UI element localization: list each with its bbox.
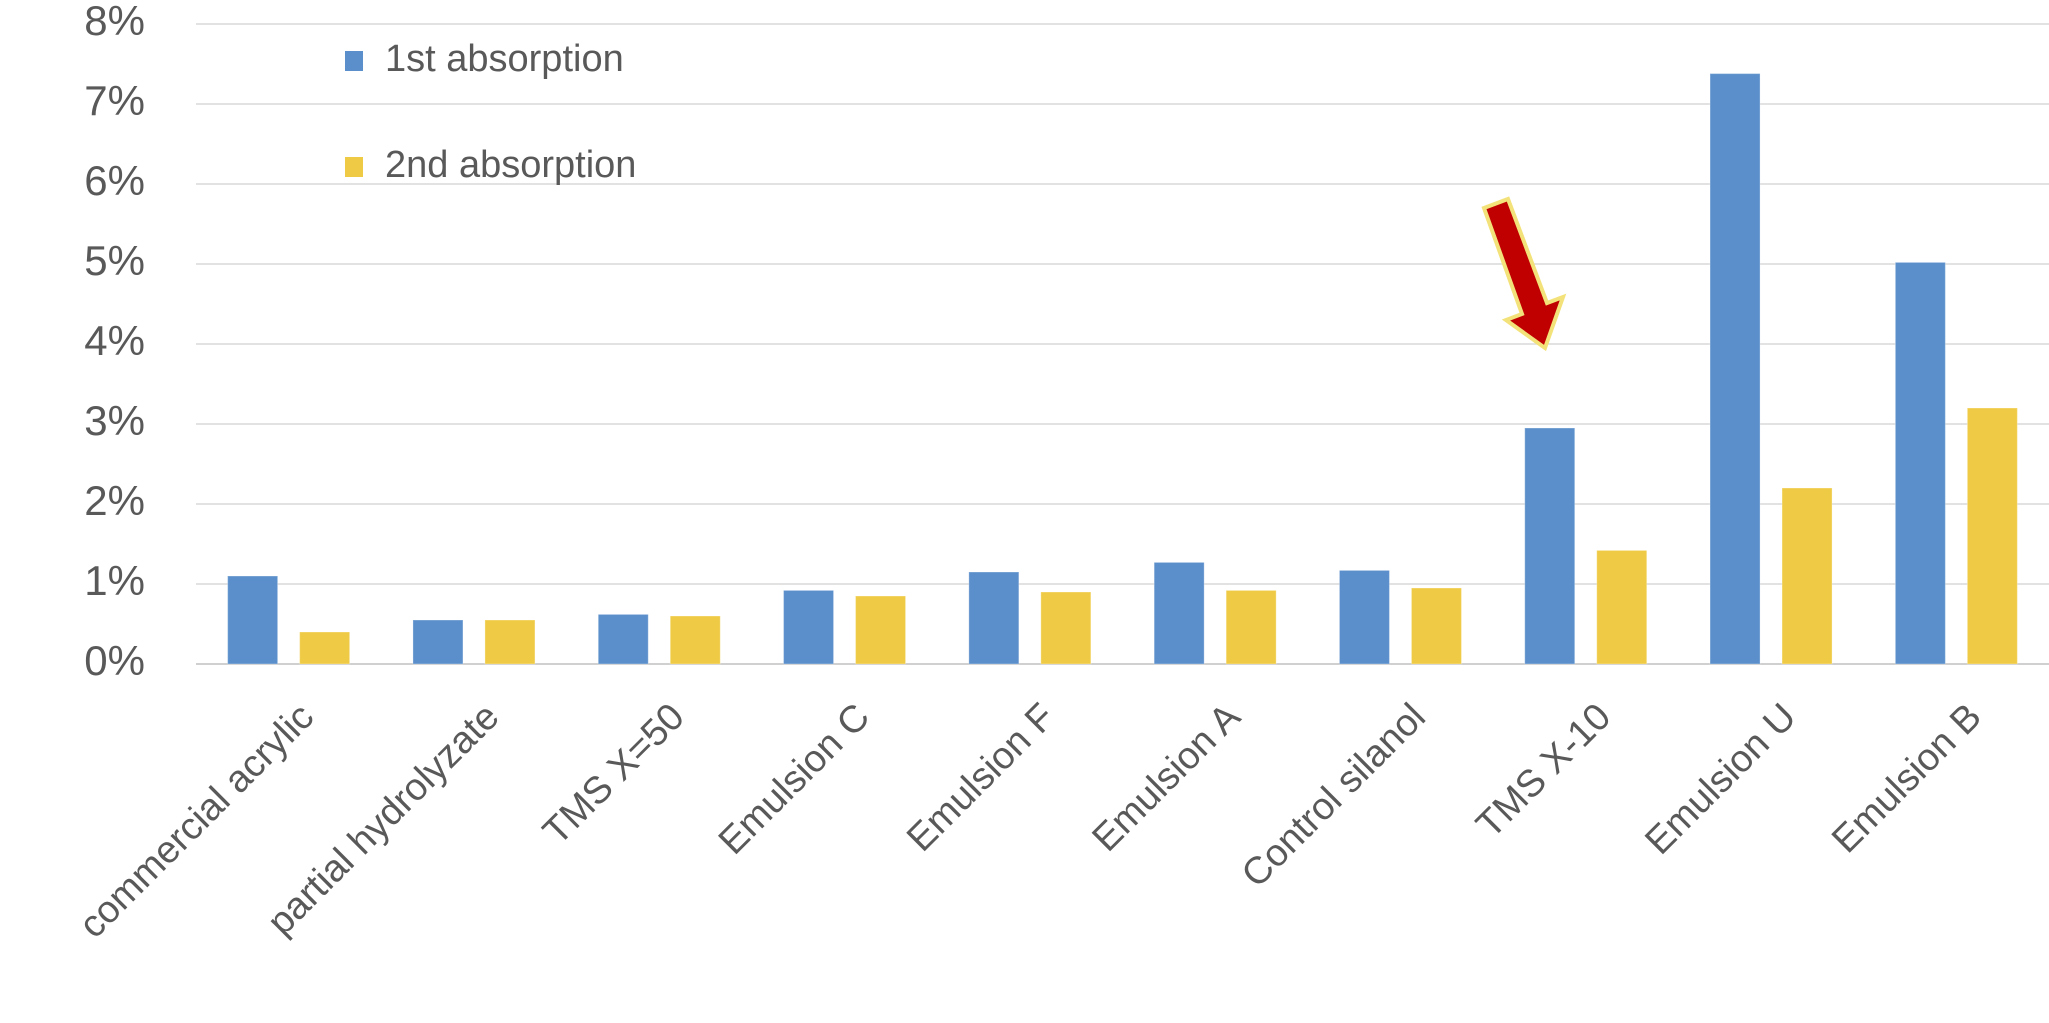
bar: [968, 571, 1020, 665]
x-tick-label: Control silanol: [1234, 696, 1434, 896]
bar: [412, 619, 464, 665]
plot: 0%1%2%3%4%5%6%7%8%commercial acrylicpart…: [71, 0, 2049, 946]
legend-swatch: [345, 157, 363, 177]
annotation-arrow: [1481, 196, 1567, 352]
y-tick-label: 2%: [84, 477, 145, 524]
legend-swatch: [345, 51, 363, 71]
x-tick-label: Emulsion A: [1084, 695, 1249, 860]
x-tick-label: Emulsion C: [711, 696, 878, 863]
bar: [1040, 591, 1092, 665]
bar: [783, 589, 835, 665]
bar: [1153, 561, 1205, 665]
bar: [1781, 487, 1833, 665]
bar: [855, 595, 907, 665]
x-tick-label: Emulsion B: [1824, 696, 1990, 862]
x-tick-label: TMS X-10: [1469, 696, 1620, 847]
bar: [299, 631, 351, 665]
bar: [1225, 589, 1277, 665]
y-tick-label: 8%: [84, 0, 145, 44]
y-tick-label: 1%: [84, 557, 145, 604]
bar: [1709, 73, 1761, 665]
y-tick-label: 4%: [84, 317, 145, 364]
bar: [1524, 427, 1576, 665]
bar: [1410, 587, 1462, 665]
x-tick-label: Emulsion F: [899, 696, 1063, 860]
bar: [1596, 549, 1648, 665]
x-tick-label: Emulsion U: [1637, 696, 1804, 863]
legend-label: 2nd absorption: [385, 144, 636, 186]
bar: [227, 575, 279, 665]
bar: [669, 615, 721, 665]
y-tick-label: 7%: [84, 77, 145, 124]
bar: [597, 613, 649, 665]
legend-label: 1st absorption: [385, 38, 624, 80]
bar: [1338, 569, 1390, 665]
y-tick-label: 5%: [84, 237, 145, 284]
x-tick-label: TMS X=50: [535, 696, 692, 853]
bar: [1966, 407, 2018, 665]
bar: [1894, 261, 1946, 665]
bar: [484, 619, 536, 665]
y-tick-label: 3%: [84, 397, 145, 444]
y-tick-label: 0%: [84, 637, 145, 684]
y-tick-label: 6%: [84, 157, 145, 204]
